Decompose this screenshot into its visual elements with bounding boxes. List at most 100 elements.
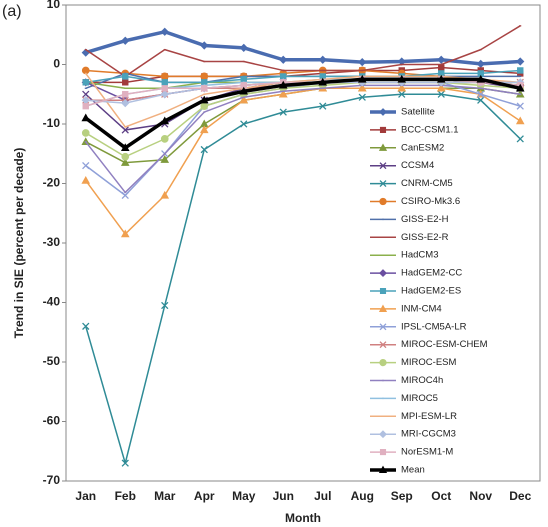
series-line: [85, 81, 521, 197]
x-tick-label: Nov: [469, 489, 492, 503]
marker: [160, 135, 169, 143]
legend-label: HadGEM2-ES: [401, 286, 461, 297]
marker: [121, 99, 130, 108]
marker: [477, 96, 485, 104]
marker: [121, 191, 129, 200]
marker: [82, 322, 90, 330]
x-tick-label: Mar: [154, 489, 176, 503]
marker: [200, 102, 209, 110]
marker: [516, 57, 525, 66]
marker: [160, 72, 169, 81]
series-line: [85, 30, 521, 66]
marker: [379, 359, 387, 367]
marker: [201, 85, 208, 92]
marker: [279, 108, 287, 116]
legend-label: IPSL-CM5A-LR: [401, 321, 467, 332]
y-tick-label: -20: [43, 176, 61, 190]
marker: [82, 79, 89, 86]
x-tick-label: Oct: [431, 489, 451, 503]
x-tick-label: Feb: [115, 489, 136, 503]
marker: [200, 72, 209, 81]
marker: [379, 126, 387, 133]
marker: [121, 126, 129, 134]
series-line: [85, 72, 521, 128]
marker: [516, 102, 524, 110]
marker: [278, 80, 288, 89]
marker: [476, 59, 485, 69]
marker: [379, 341, 387, 349]
legend-label: MPI-ESM-LR: [401, 411, 457, 422]
marker: [437, 90, 445, 98]
marker: [515, 116, 525, 125]
x-tick-label: Apr: [194, 489, 215, 503]
legend-label: HadCM3: [401, 250, 439, 261]
legend-label: CanESM2: [401, 142, 444, 153]
marker: [200, 41, 209, 50]
series-line: [85, 93, 521, 464]
marker: [515, 83, 525, 92]
x-tick-label: Sep: [391, 489, 413, 503]
marker: [436, 83, 446, 92]
marker: [516, 135, 524, 143]
legend-label: CNRM-CM5: [401, 178, 453, 189]
marker: [379, 449, 387, 456]
series-line: [85, 66, 521, 84]
marker: [161, 85, 168, 92]
y-tick-label: -50: [43, 354, 61, 368]
marker: [160, 90, 169, 99]
marker: [81, 66, 90, 75]
legend-label: MRI-CGCM3: [401, 429, 456, 440]
y-tick-label: -40: [43, 295, 61, 309]
legend-label: Satellite: [401, 107, 435, 118]
marker: [379, 269, 387, 278]
marker: [378, 143, 388, 151]
marker: [122, 73, 129, 80]
marker: [319, 102, 327, 110]
y-tick-label: -10: [43, 116, 61, 130]
marker: [240, 76, 247, 83]
marker: [358, 58, 367, 67]
x-tick-label: May: [232, 489, 256, 503]
x-tick-label: Jan: [75, 489, 96, 503]
marker: [517, 67, 524, 74]
x-tick-label: Jun: [273, 489, 294, 503]
marker: [81, 129, 90, 137]
marker: [122, 91, 129, 98]
marker: [318, 55, 327, 64]
legend-label: NorESM1-M: [401, 447, 453, 458]
legend-label: BCC-CSM1.1: [401, 124, 459, 135]
marker: [240, 120, 248, 128]
marker: [121, 459, 129, 467]
marker: [240, 82, 247, 89]
marker: [379, 323, 387, 331]
x-axis-label: Month: [285, 511, 321, 525]
y-axis-label: Trend in SIE (percent per decade): [12, 148, 26, 339]
marker: [476, 74, 486, 83]
marker: [397, 83, 407, 92]
marker: [160, 27, 169, 36]
legend-label: CCSM4: [401, 160, 434, 171]
marker: [378, 304, 388, 312]
series-line: [85, 84, 521, 194]
marker: [160, 190, 170, 199]
y-tick-label: -70: [43, 473, 61, 487]
marker: [379, 430, 387, 439]
marker: [278, 89, 288, 98]
legend-label: MIROC5: [401, 393, 438, 404]
x-tick-label: Aug: [351, 489, 374, 503]
marker: [121, 152, 130, 161]
marker: [398, 90, 406, 98]
marker: [436, 74, 446, 83]
y-tick-label: -30: [43, 235, 61, 249]
marker: [397, 74, 407, 83]
marker: [201, 79, 208, 86]
marker: [358, 93, 366, 101]
marker: [81, 175, 91, 184]
marker: [120, 158, 130, 166]
legend-label: Mean: [401, 465, 425, 476]
series-line: [85, 25, 521, 78]
marker: [279, 55, 288, 64]
marker: [357, 74, 367, 83]
marker: [120, 229, 130, 238]
marker: [199, 95, 209, 104]
